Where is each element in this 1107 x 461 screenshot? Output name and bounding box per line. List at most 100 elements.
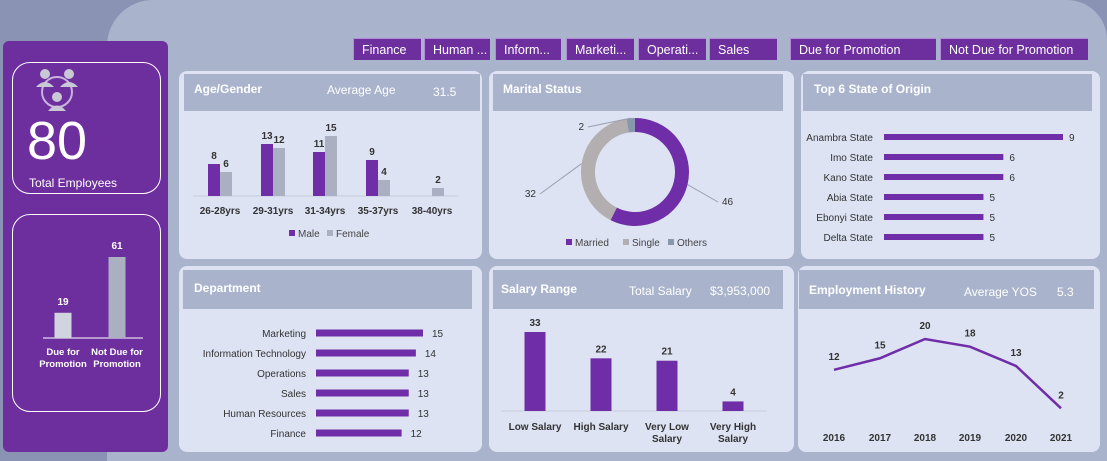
state-category-label: Imo State — [830, 153, 873, 164]
state-value-label: 5 — [989, 193, 995, 204]
salary-category-label: Salary — [652, 434, 682, 445]
legend-swatch-female — [327, 230, 333, 236]
salary-bar — [656, 360, 678, 411]
department-bar — [316, 409, 409, 417]
employment-year-label: 2016 — [823, 433, 846, 444]
marital-leader-line — [587, 117, 631, 128]
age-value-label: 9 — [369, 147, 375, 158]
age-value-label: 6 — [223, 159, 229, 170]
age-value-label: 2 — [435, 175, 441, 186]
salary-bar — [524, 332, 546, 411]
age-value-label: 11 — [314, 139, 325, 150]
legend-swatch-married — [566, 239, 572, 245]
department-header — [183, 270, 472, 309]
state-value-label: 9 — [1069, 133, 1075, 144]
marital-chart: 46 32 2 Married Single Others — [525, 117, 734, 249]
salary-bar — [590, 358, 612, 411]
state-bar — [884, 234, 984, 240]
department-chart: Marketing 15 Information Technology 14 Opera… — [203, 329, 444, 440]
state-category-label: Abia State — [827, 193, 874, 204]
states-chart: Anambra State 9 Imo State 6 Kano State 6 Abia … — [806, 133, 1075, 244]
marital-header — [493, 74, 783, 111]
states-header — [803, 74, 1092, 111]
legend-label-others: Others — [677, 238, 707, 249]
average-yos-label: Average YOS — [964, 285, 1037, 299]
state-category-label: Ebonyi State — [816, 213, 873, 224]
promotion-bar — [108, 257, 126, 338]
state-category-label: Delta State — [824, 233, 874, 244]
department-panel: Department Marketing 15 Information Techno… — [179, 266, 482, 452]
employment-line — [833, 337, 1062, 410]
employment-value-label: 15 — [874, 340, 886, 351]
age-bar-male — [208, 164, 220, 196]
salary-value-label: 4 — [730, 387, 736, 398]
marital-slice-single — [581, 118, 630, 221]
state-bar — [884, 214, 984, 220]
department-bar — [316, 369, 409, 377]
marital-panel: Marital Status 46 32 2 Married Single Others — [489, 71, 794, 259]
employment-year-label: 2020 — [1005, 433, 1028, 444]
age-category-label: 26-28yrs — [200, 206, 241, 217]
marital-value-label: 2 — [578, 122, 584, 133]
age-gender-header — [184, 74, 480, 111]
legend-swatch-male — [289, 230, 295, 236]
age-bar-female — [325, 136, 337, 196]
state-value-label: 6 — [1009, 153, 1015, 164]
filter-marketing[interactable]: Marketi... — [566, 38, 634, 60]
filter-not-due-for-promotion[interactable]: Not Due for Promotion — [940, 38, 1088, 60]
employment-year-label: 2018 — [914, 433, 937, 444]
employment-value-label: 2 — [1058, 390, 1064, 401]
salary-category-label: Low Salary — [509, 422, 562, 433]
promotion-value-label: 19 — [57, 297, 69, 308]
state-bar — [884, 134, 1063, 140]
total-employees-label: Total Employees — [29, 176, 118, 190]
filter-finance[interactable]: Finance — [353, 38, 421, 60]
employment-year-label: 2021 — [1050, 433, 1073, 444]
age-bar-female — [220, 172, 232, 196]
salary-category-label: Salary — [718, 434, 748, 445]
department-bar — [316, 429, 402, 437]
people-network-icon — [36, 69, 78, 111]
age-bar-male — [261, 144, 273, 196]
employment-panel: Employment History Average YOS 5.3 12 15 2… — [798, 266, 1100, 452]
state-bar — [884, 174, 1004, 180]
legend-label-single: Single — [632, 238, 660, 249]
legend-swatch-others — [668, 239, 674, 245]
promotion-bar — [54, 312, 72, 338]
marital-leader-line — [687, 184, 719, 203]
employment-value-label: 13 — [1010, 348, 1022, 359]
filter-operations[interactable]: Operati... — [638, 38, 706, 60]
department-category-label: Human Resources — [223, 409, 306, 420]
filter-human-resources[interactable]: Human ... — [424, 38, 490, 60]
filter-due-for-promotion[interactable]: Due for Promotion — [790, 38, 936, 60]
filter-information-technology[interactable]: Inform... — [495, 38, 561, 60]
salary-value-label: 21 — [661, 347, 673, 358]
salary-category-label: Very High — [710, 422, 756, 433]
department-bar — [316, 349, 416, 357]
promotion-category-label: Not Due for — [91, 347, 143, 358]
marital-value-label: 32 — [525, 189, 537, 200]
state-value-label: 5 — [989, 233, 995, 244]
age-bar-female — [432, 188, 444, 196]
salary-value-label: 22 — [595, 344, 607, 355]
age-category-label: 29-31yrs — [253, 206, 294, 217]
salary-header — [493, 270, 783, 309]
salary-title: Salary Range — [501, 282, 578, 296]
department-category-label: Marketing — [262, 329, 306, 340]
employment-value-label: 18 — [964, 329, 976, 340]
filter-sales[interactable]: Sales — [709, 38, 777, 60]
total-salary-value: $3,953,000 — [710, 284, 771, 298]
states-title: Top 6 State of Origin — [814, 82, 932, 96]
legend-swatch-single — [623, 239, 629, 245]
total-employees-card: 80 Total Employees — [12, 62, 161, 194]
age-bar-male — [313, 152, 325, 196]
age-value-label: 15 — [325, 123, 337, 134]
marital-value-label: 46 — [722, 197, 734, 208]
legend-label-male: Male — [298, 229, 320, 240]
salary-bar — [722, 401, 744, 411]
state-value-label: 6 — [1009, 173, 1015, 184]
age-value-label: 13 — [261, 131, 273, 142]
states-panel: Top 6 State of Origin Anambra State 9 Imo … — [801, 71, 1100, 259]
average-yos-value: 5.3 — [1057, 285, 1074, 299]
